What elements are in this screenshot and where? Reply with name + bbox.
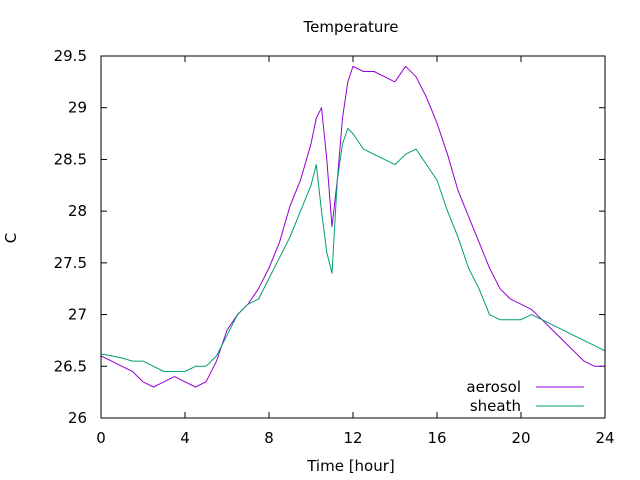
y-tick-label: 29.5 — [54, 47, 87, 65]
x-tick-label: 24 — [595, 429, 614, 447]
y-tick-label: 26.5 — [54, 357, 87, 375]
x-tick-label: 20 — [511, 429, 530, 447]
legend-label-aerosol: aerosol — [466, 378, 521, 396]
series-line-aerosol — [100, 65, 605, 388]
ticks-layer: 0 4 8 12 16 20 24 26 26.5 27 27.5 28 28.5 29 29.5 — [54, 47, 615, 447]
y-tick-label: 26 — [68, 409, 87, 427]
x-tick-label: 4 — [180, 429, 190, 447]
x-tick-label: 0 — [96, 429, 106, 447]
x-tick-label: 8 — [264, 429, 274, 447]
legend-label-sheath: sheath — [470, 397, 521, 415]
y-tick-label: 27.5 — [54, 254, 87, 272]
x-tick-label: 12 — [343, 429, 362, 447]
y-tick-label: 28 — [68, 202, 87, 220]
y-tick-label: 27 — [68, 306, 87, 324]
x-axis-label: Time [hour] — [306, 457, 395, 475]
y-tick-label: 28.5 — [54, 150, 87, 168]
series-layer — [100, 65, 606, 388]
plot-frame — [100, 55, 606, 419]
chart-title: Temperature — [302, 18, 398, 36]
y-tick-label: 29 — [68, 99, 87, 117]
y-axis-label: C — [2, 233, 20, 243]
x-tick-label: 16 — [427, 429, 446, 447]
series-line-sheath — [100, 127, 606, 372]
